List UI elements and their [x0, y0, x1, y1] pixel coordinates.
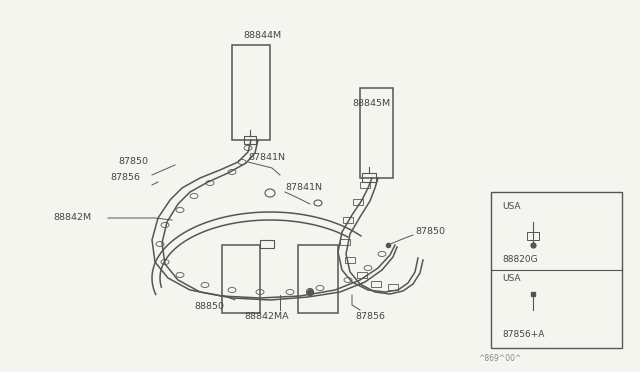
Text: ^869^00^: ^869^00^ [478, 354, 522, 363]
Bar [222, 245, 260, 313]
Text: 88842M: 88842M [53, 214, 91, 222]
Bar [371, 281, 381, 287]
Text: 87850: 87850 [415, 228, 445, 237]
Text: 87841N: 87841N [285, 183, 322, 192]
Bar [360, 88, 393, 178]
Bar [527, 232, 539, 240]
Bar [298, 245, 338, 313]
Text: USA: USA [502, 274, 520, 283]
Bar [353, 199, 363, 205]
Bar [360, 182, 370, 188]
Text: 87850: 87850 [118, 157, 148, 167]
Text: 87856+A: 87856+A [502, 330, 545, 339]
Bar [357, 272, 367, 278]
Bar [343, 217, 353, 223]
Bar [345, 257, 355, 263]
Bar [388, 284, 398, 290]
Text: 88842MA: 88842MA [244, 312, 289, 321]
Text: 88850: 88850 [194, 302, 224, 311]
Text: USA: USA [502, 202, 520, 211]
Text: 88844M: 88844M [243, 31, 281, 40]
Bar [362, 173, 376, 182]
Bar [491, 192, 622, 348]
Bar [244, 136, 256, 144]
Bar [232, 45, 270, 140]
Bar [260, 240, 274, 248]
Bar [340, 239, 350, 245]
Text: 87841N: 87841N [248, 154, 285, 163]
Text: 88845M: 88845M [352, 99, 390, 108]
Text: 87856: 87856 [110, 173, 140, 183]
Text: 87856: 87856 [355, 312, 385, 321]
Text: 88820G: 88820G [502, 255, 538, 264]
